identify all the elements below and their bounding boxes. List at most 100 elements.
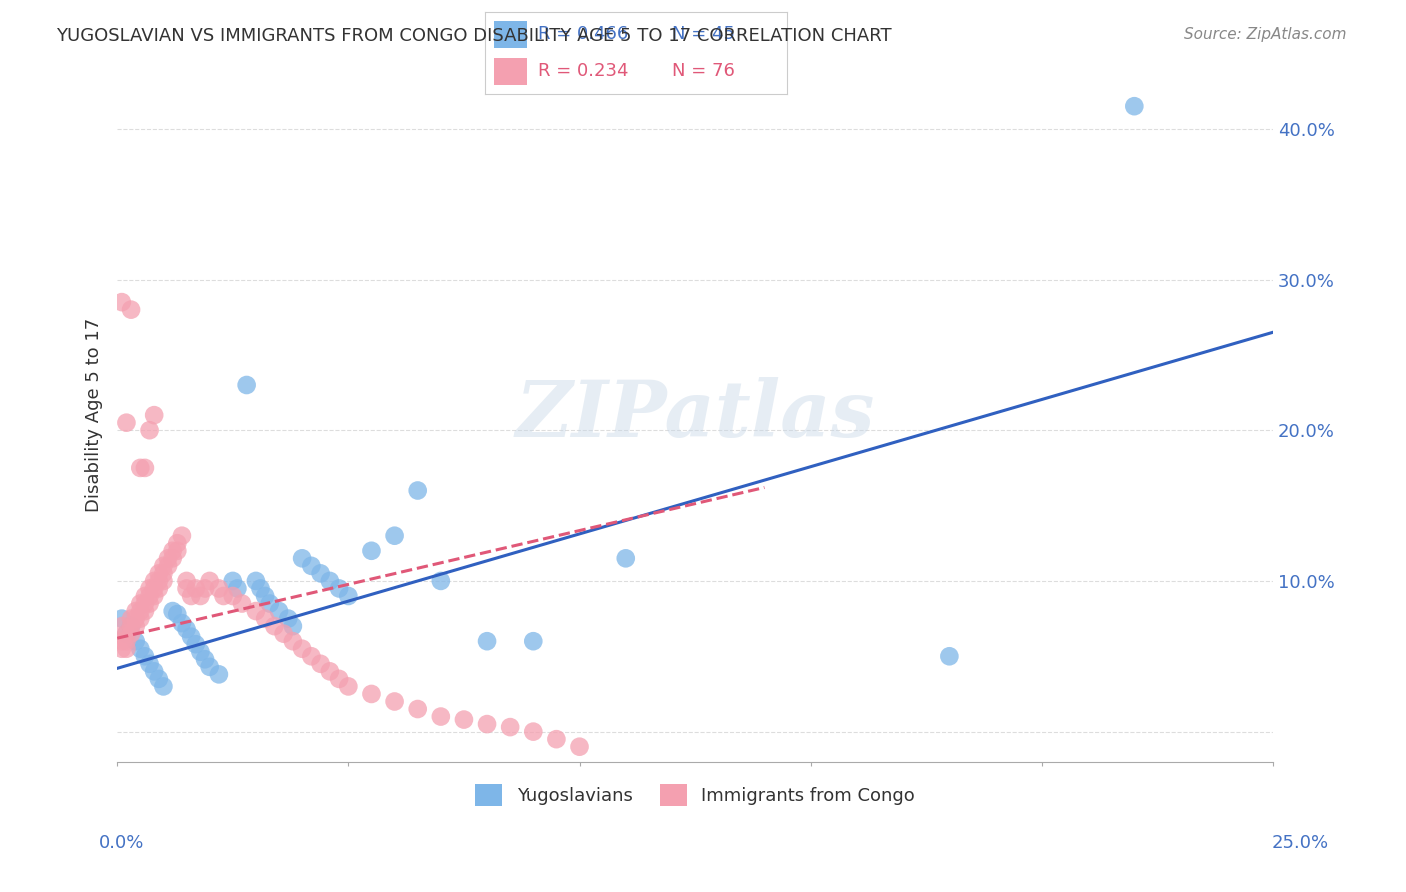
Point: [129, 604, 152, 618]
FancyBboxPatch shape: [494, 21, 527, 47]
Point: [180, 630, 202, 644]
Point: [176, 622, 198, 636]
Point: [406, 702, 429, 716]
Point: [125, 604, 148, 618]
Point: [138, 582, 160, 596]
Point: [152, 680, 174, 694]
Point: [319, 574, 342, 588]
Point: [184, 637, 207, 651]
Point: [337, 589, 360, 603]
Point: [235, 378, 257, 392]
Point: [152, 558, 174, 573]
Text: N = 76: N = 76: [672, 62, 735, 79]
Point: [281, 619, 304, 633]
Point: [309, 566, 332, 581]
Point: [166, 607, 188, 621]
Point: [245, 604, 267, 618]
Point: [111, 295, 134, 310]
Point: [222, 574, 245, 588]
Point: [170, 529, 193, 543]
Point: [148, 672, 170, 686]
Point: [249, 582, 271, 596]
Point: [267, 604, 290, 618]
Point: [337, 680, 360, 694]
Text: N = 45: N = 45: [672, 25, 735, 43]
Point: [134, 597, 156, 611]
Point: [568, 739, 591, 754]
Point: [115, 626, 138, 640]
Point: [319, 665, 342, 679]
Point: [198, 574, 221, 588]
Point: [129, 641, 152, 656]
Point: [148, 582, 170, 596]
Point: [111, 641, 134, 656]
Point: [120, 611, 142, 625]
Point: [125, 634, 148, 648]
Point: [170, 616, 193, 631]
Point: [198, 660, 221, 674]
Text: R = 0.466: R = 0.466: [538, 25, 628, 43]
Point: [125, 619, 148, 633]
Point: [259, 597, 281, 611]
Point: [475, 717, 498, 731]
Point: [120, 619, 142, 633]
Point: [360, 687, 382, 701]
Text: R = 0.234: R = 0.234: [538, 62, 628, 79]
Point: [406, 483, 429, 498]
Point: [143, 408, 166, 422]
Point: [208, 582, 231, 596]
Point: [143, 665, 166, 679]
Text: ZIPatlas: ZIPatlas: [516, 377, 875, 453]
Point: [222, 589, 245, 603]
Point: [453, 713, 475, 727]
FancyBboxPatch shape: [494, 58, 527, 85]
Point: [226, 582, 249, 596]
Point: [273, 626, 295, 640]
Point: [430, 709, 453, 723]
Point: [162, 604, 184, 618]
Point: [384, 529, 406, 543]
Legend: Yugoslavians, Immigrants from Congo: Yugoslavians, Immigrants from Congo: [467, 775, 924, 815]
Point: [134, 589, 156, 603]
Text: YUGOSLAVIAN VS IMMIGRANTS FROM CONGO DISABILITY AGE 5 TO 17 CORRELATION CHART: YUGOSLAVIAN VS IMMIGRANTS FROM CONGO DIS…: [56, 27, 891, 45]
Point: [309, 657, 332, 671]
Point: [111, 634, 134, 648]
Point: [184, 582, 207, 596]
Point: [328, 672, 350, 686]
Point: [166, 536, 188, 550]
Point: [254, 611, 277, 625]
Point: [254, 589, 277, 603]
Point: [120, 626, 142, 640]
Point: [115, 626, 138, 640]
Point: [263, 619, 285, 633]
Point: [430, 574, 453, 588]
Point: [115, 641, 138, 656]
Point: [299, 558, 322, 573]
Point: [522, 634, 544, 648]
Point: [148, 566, 170, 581]
Point: [157, 551, 180, 566]
Point: [360, 543, 382, 558]
Y-axis label: Disability Age 5 to 17: Disability Age 5 to 17: [86, 318, 103, 512]
Point: [138, 657, 160, 671]
Point: [291, 641, 314, 656]
Point: [291, 551, 314, 566]
Text: Source: ZipAtlas.com: Source: ZipAtlas.com: [1184, 27, 1347, 42]
Point: [245, 574, 267, 588]
Point: [134, 461, 156, 475]
Point: [143, 582, 166, 596]
Point: [148, 574, 170, 588]
Point: [328, 582, 350, 596]
Point: [134, 649, 156, 664]
Point: [162, 551, 184, 566]
Point: [157, 558, 180, 573]
Point: [115, 416, 138, 430]
Point: [614, 551, 637, 566]
Point: [384, 694, 406, 708]
Point: [212, 589, 235, 603]
Point: [176, 582, 198, 596]
Point: [190, 645, 212, 659]
Point: [162, 543, 184, 558]
Point: [277, 611, 299, 625]
Point: [111, 611, 134, 625]
